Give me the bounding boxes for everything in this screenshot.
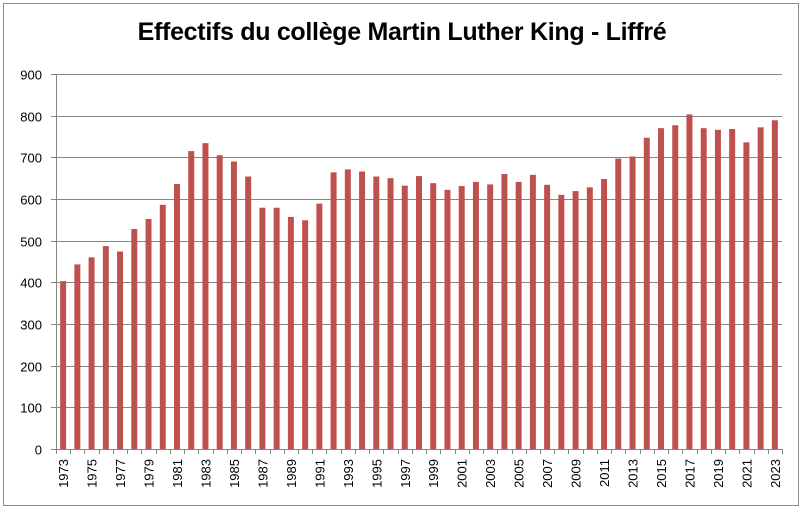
bar-2002 [472,181,479,449]
bar-1986 [245,176,252,449]
bar-1978 [131,229,138,449]
x-tick-label: 1993 [341,459,356,488]
x-tick-label: 1981 [170,459,185,488]
y-tick-label: 100 [20,401,42,416]
x-tick-label: 2007 [540,459,555,488]
bar-1991 [316,203,323,449]
y-tick-label: 700 [20,151,42,166]
x-tick-label: 1989 [284,459,299,488]
y-tick-label: 900 [20,68,42,83]
bar-1979 [145,219,152,449]
bar-1992 [330,172,337,450]
bar-1984 [216,155,223,449]
x-tick-label: 1973 [56,459,71,488]
bar-1975 [88,257,95,449]
bar-1981 [174,184,180,449]
bar-2018 [700,128,707,449]
bar-2010 [586,187,593,450]
y-tick-label: 400 [20,276,42,291]
bar-2001 [458,186,465,450]
x-tick-label: 1997 [398,459,413,488]
bar-2006 [529,174,536,450]
bar-2015 [658,128,664,449]
bars [60,114,778,450]
bar-1995 [373,176,380,449]
x-tick-label: 1995 [369,459,384,488]
bar-1983 [202,143,209,449]
bar-2003 [487,184,494,449]
bar-1982 [188,151,195,450]
bar-1990 [302,220,309,449]
bar-1993 [344,169,351,449]
bar-1974 [74,264,81,449]
y-tick-label: 0 [35,443,42,458]
bar-1998 [416,176,422,450]
bar-2016 [672,125,679,449]
bar-2023 [771,120,778,449]
bar-2000 [444,189,451,450]
x-tick-label: 1987 [255,459,270,488]
bar-2004 [501,174,508,449]
x-tick-label: 2013 [626,459,641,488]
bar-1973 [60,281,67,449]
x-tick-label: 1979 [142,459,157,488]
bar-2022 [757,127,764,449]
y-tick-label: 500 [20,235,42,250]
bar-2005 [515,181,522,449]
x-tick-label: 1975 [85,459,100,488]
y-tick-label: 300 [20,318,42,333]
bar-2020 [729,129,736,449]
bar-1996 [387,178,394,449]
bar-2011 [601,179,608,449]
bar-1997 [401,185,408,449]
x-tick-label: 1977 [113,459,128,488]
x-tick-label: 1985 [227,459,242,488]
x-tick-label: 1991 [312,459,327,488]
x-tick-label: 2003 [483,459,498,488]
bar-2019 [714,129,721,450]
bar-1976 [102,246,109,449]
bar-2017 [686,114,693,450]
x-tick-label: 1983 [198,459,213,488]
bar-1987 [259,207,266,449]
bar-1989 [287,216,294,449]
y-tick-label: 800 [20,110,42,125]
bar-1985 [230,161,237,449]
y-tick-label: 200 [20,360,42,375]
bar-1977 [117,251,124,449]
y-tick-label: 600 [20,193,42,208]
bar-2013 [629,156,636,449]
bar-2008 [558,194,565,449]
bar-1994 [359,171,366,449]
x-tick-label: 2009 [569,459,584,488]
x-axis-ticks: 1973 1975 1977 1979 1981 1983 1985 1987 1989 1991… [56,449,783,488]
y-axis-ticks: 0 100 200 300 400 500 600 700 800 900 [20,68,56,458]
x-tick-label: 1999 [426,459,441,488]
bar-1999 [430,183,437,449]
bar-2021 [743,142,750,450]
bar-1980 [159,204,166,449]
x-tick-label: 2011 [597,459,612,487]
x-tick-label: 2021 [739,459,754,488]
bar-2014 [643,137,650,449]
bar-2007 [544,184,551,450]
x-tick-label: 2023 [768,459,783,488]
x-tick-label: 2015 [654,459,669,488]
x-tick-label: 2019 [711,459,726,488]
bar-1988 [273,207,280,449]
bar-2009 [572,191,579,450]
x-tick-label: 2005 [512,459,527,488]
x-tick-label: 2017 [682,459,697,488]
x-tick-label: 2001 [455,459,470,488]
axes [56,74,782,450]
chart-title: Effectifs du collège Martin Luther King … [137,18,667,46]
bar-2012 [615,158,622,450]
